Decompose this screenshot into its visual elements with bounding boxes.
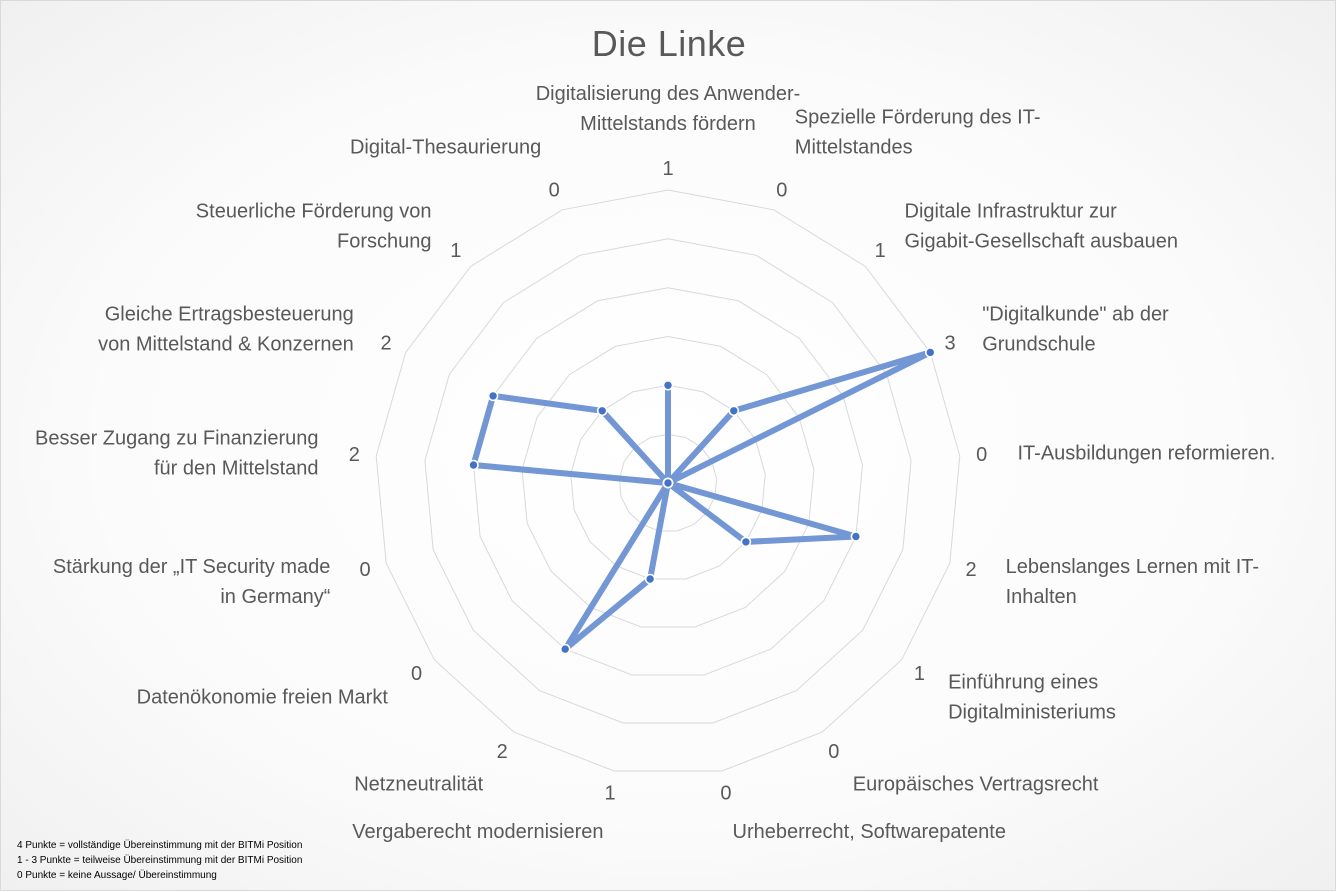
data-point [924,347,936,358]
data-label: 0 [828,741,839,763]
grid-ring [521,335,815,628]
category-label: Einführung eines Digitalministeriums [948,672,1116,724]
data-label: 2 [497,741,508,763]
category-label: Besser Zugang zu Finanzierung für den Mit… [35,428,319,480]
category-label: Spezielle Förderung des IT-Mittelstandes [795,107,1041,159]
data-label: 0 [549,179,560,201]
data-point [662,477,674,489]
category-label: Urheberrecht, Softwarepatente [733,821,1007,843]
data-label: 1 [450,240,461,262]
data-point [487,390,499,402]
grid-ring [424,238,912,724]
data-point [468,459,479,471]
data-point [559,643,571,655]
data-label: 0 [776,179,787,201]
scoring-note: 4 Punkte = vollständige Übereinstimmung … [17,838,302,883]
category-label: Digitalisierung des Anwender-Mittelstand… [536,83,801,135]
category-label: Vergaberecht modernisieren [352,821,603,843]
data-point [850,531,862,542]
data-label: 0 [720,783,731,805]
data-point [644,573,656,585]
data-point [662,379,674,391]
category-label: "Digitalkunde" ab der Grundschule [982,304,1169,356]
category-label: Digitale Infrastruktur zur Gigabit-Gesell… [905,201,1179,253]
data-label: 1 [605,783,616,805]
category-label: Steuerliche Förderung von Forschung [196,201,432,253]
category-label: Datenökonomie freien Markt [137,687,389,709]
data-label: 1 [662,158,673,180]
data-label: 0 [976,444,987,466]
data-label: 1 [914,663,925,685]
data-label: 0 [411,663,422,685]
data-label: 0 [359,559,370,581]
data-label: 2 [965,559,976,581]
chart-title: Die Linke [591,23,747,64]
data-point [728,405,740,417]
grid-ring [375,189,961,772]
data-point [596,405,608,417]
category-label: IT-Ausbildungen reformieren. [1018,443,1276,465]
series-line [470,349,934,653]
series-layer [468,347,936,655]
category-label: Europäisches Vertragsrecht [853,773,1099,795]
data-label: 2 [349,444,360,466]
category-label: Netzneutralität [354,773,483,795]
category-labels: Digitalisierung des Anwender-Mittelstand… [35,83,1275,843]
category-label: Lebenslanges Lernen mit IT-Inhalten [1006,556,1260,608]
category-label: Gleiche Ertragsbesteuerung von Mittelstan… [98,304,354,356]
data-label: 1 [875,240,886,262]
category-label: Digital-Thesaurierung [350,137,541,159]
category-label: Stärkung der „IT Security made in Germany… [53,556,331,608]
radar-grid [375,189,961,772]
scoring-note-line: 1 - 3 Punkte = teilweise Übereinstimmung… [17,855,303,866]
data-label: 3 [944,333,955,355]
data-point [740,536,752,548]
scoring-note-line: 0 Punkte = keine Aussage/ Übereinstimmun… [17,870,217,881]
data-label: 2 [380,333,391,355]
grid-ring [570,384,766,580]
data-labels: 1 0 1 3 0 2 1 0 0 1 2 0 0 2 2 1 0 [349,158,988,805]
grid-ring [472,287,864,676]
scoring-note-line: 4 Punkte = vollständige Übereinstimmung … [17,840,303,851]
